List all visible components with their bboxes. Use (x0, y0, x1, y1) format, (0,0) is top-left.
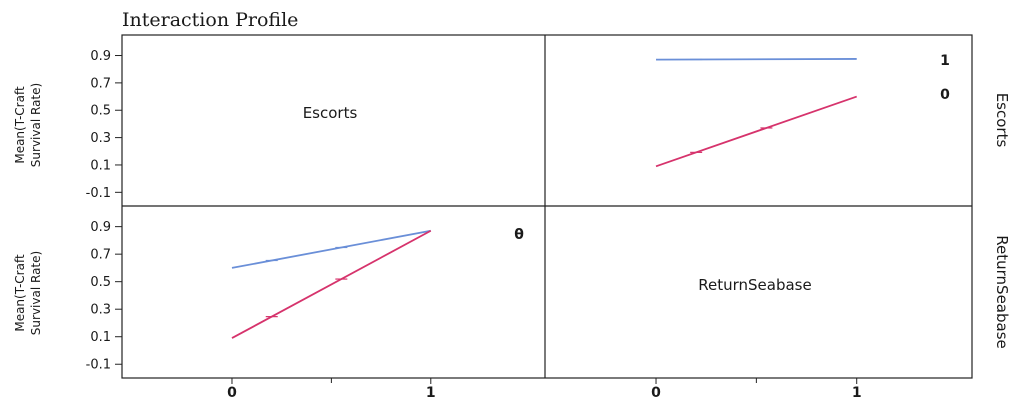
y-axis-label-top-line1: Mean(T-Craft (13, 86, 27, 164)
y-tick-label: 0.7 (90, 248, 111, 263)
y-tick-label: 0.5 (90, 275, 111, 290)
y-tick-label: 0.9 (90, 220, 111, 235)
y-tick-label: -0.1 (86, 358, 111, 373)
y-tick-label: 0.5 (90, 104, 111, 119)
strip-label-returnseabase: ReturnSeabase (993, 235, 1011, 348)
series-line-1 (231, 229, 431, 269)
strip-label-escorts: Escorts (993, 93, 1011, 148)
legend-label-overlap: θ (514, 227, 524, 243)
y-tick-label: 0.3 (90, 131, 111, 146)
panel-label-escorts: Escorts (303, 104, 358, 122)
dynamic-marks: 0.9 0.7 0.5 0.3 0.1 -0.1 0.9 0.7 0.5 0.3 0.1 -0.1 0 1… (86, 49, 862, 401)
y-tick-label: 0.1 (90, 158, 111, 173)
y-tick-label: -0.1 (86, 186, 111, 201)
chart-title: Interaction Profile (122, 9, 298, 31)
legend-label-0: 0 (940, 87, 950, 103)
y-axis-label-bottom-line1: Mean(T-Craft (13, 254, 27, 332)
x-tick-label: 0 (651, 385, 661, 399)
x-tick-label: 1 (852, 385, 862, 399)
series-line-1 (656, 58, 857, 61)
y-axis-label-top-line2: Survival Rate) (29, 83, 43, 167)
series-line-0 (655, 95, 858, 168)
y-tick-label: 0.3 (90, 303, 111, 318)
y-axis-label-bottom-line2: Survival Rate) (29, 251, 43, 335)
legend-label-1: 1 (940, 53, 950, 69)
series-line-0 (231, 229, 432, 339)
x-tick-label: 0 (227, 385, 237, 399)
plot-frame (121, 34, 973, 379)
panel-label-returnseabase: ReturnSeabase (698, 276, 811, 294)
y-tick-label: 0.1 (90, 330, 111, 345)
x-tick-label: 1 (426, 385, 436, 399)
y-tick-label: 0.9 (90, 49, 111, 64)
y-tick-label: 0.7 (90, 76, 111, 91)
